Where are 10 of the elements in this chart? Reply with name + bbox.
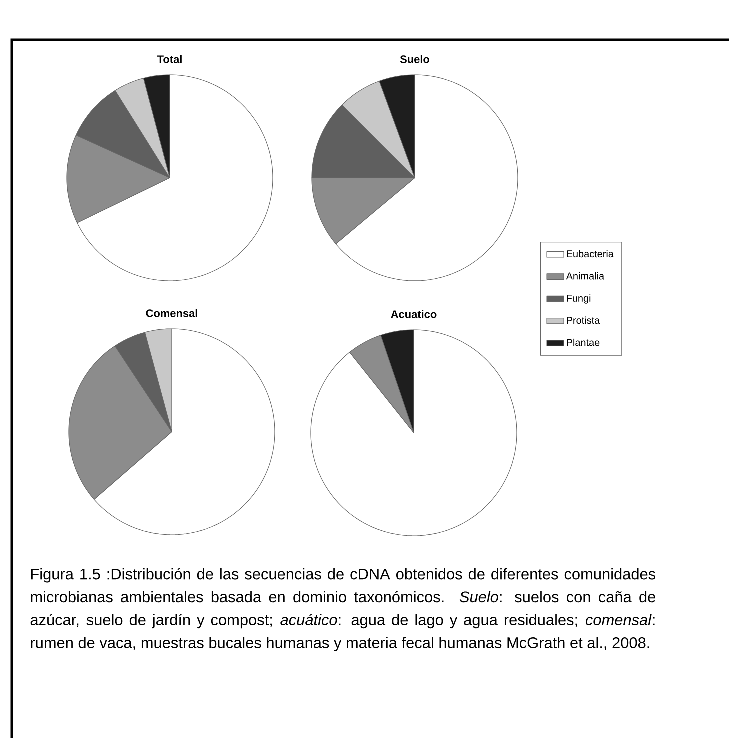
chart-title: Comensal xyxy=(146,309,198,318)
chart-title: Total xyxy=(157,55,182,64)
legend-label: Plantae xyxy=(567,338,600,346)
legend-label: Protista xyxy=(567,316,600,324)
chart-title: Suelo xyxy=(400,55,430,64)
text: Figura 1.5 :Distribución de las secuencias de cDNA obtenidos de diferentes comunidades microbianas ambientales basada en dominio taxonómicos. Suelo: suelos con caña de azúcar, suelo de jardín y compost; acuático: agua de lago y agua residuales; comensal: rumen de vaca, muestras bucales humanas y materia fecal humanas McGrath et al., 2008. xyxy=(30,568,656,652)
legend-label: Animalia xyxy=(566,272,605,280)
chart-title: Acuatico xyxy=(391,310,437,318)
legend-label: Fungi xyxy=(567,294,591,304)
legend-label: Eubacteria xyxy=(567,250,614,258)
